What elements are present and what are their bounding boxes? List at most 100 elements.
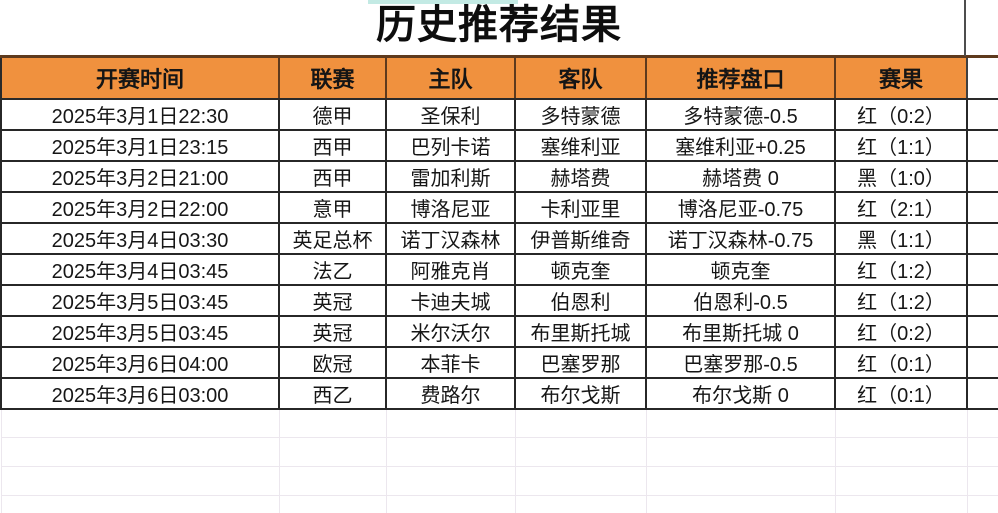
cell-extra xyxy=(966,128,998,162)
cell-away: 塞维利亚 xyxy=(514,128,647,162)
cell-handicap: 塞维利亚+0.25 xyxy=(645,128,836,162)
page-title: 历史推荐结果 xyxy=(376,3,622,47)
cell-away: 伊普斯维奇 xyxy=(514,221,647,255)
header-row: 开赛时间 联赛 主队 客队 推荐盘口 赛果 xyxy=(0,55,998,100)
cell-handicap: 布尔戈斯 0 xyxy=(645,376,836,410)
cell-handicap: 多特蒙德-0.5 xyxy=(645,97,836,131)
cell-home: 雷加利斯 xyxy=(385,159,516,193)
cell-result: 红（1:2） xyxy=(834,283,968,317)
table-row: 2025年3月2日22:00 意甲 博洛尼亚 卡利亚里 博洛尼亚-0.75 红（… xyxy=(0,190,998,224)
cell-home: 诺丁汉森林 xyxy=(385,221,516,255)
cell-extra xyxy=(966,283,998,317)
header-time: 开赛时间 xyxy=(0,55,279,100)
cell-time: 2025年3月2日21:00 xyxy=(0,159,280,193)
cell-away: 巴塞罗那 xyxy=(514,345,647,379)
cell-league: 德甲 xyxy=(278,97,387,131)
cell-result: 红（0:1） xyxy=(834,376,968,410)
cell-time: 2025年3月4日03:45 xyxy=(0,252,280,286)
cell-away: 布里斯托城 xyxy=(514,314,647,348)
cell-result: 黑（1:0） xyxy=(834,159,968,193)
empty-grid-rows xyxy=(0,408,998,513)
header-result: 赛果 xyxy=(834,55,967,100)
table-body: 2025年3月1日22:30 德甲 圣保利 多特蒙德 多特蒙德-0.5 红（0:… xyxy=(0,97,998,410)
cell-away: 布尔戈斯 xyxy=(514,376,647,410)
cell-home: 费路尔 xyxy=(385,376,516,410)
cell-league: 西乙 xyxy=(278,376,387,410)
cell-handicap: 顿克奎 xyxy=(645,252,836,286)
cell-result: 红（1:1） xyxy=(834,128,968,162)
title-column-divider xyxy=(964,0,966,56)
cell-extra xyxy=(966,314,998,348)
cell-handicap: 赫塔费 0 xyxy=(645,159,836,193)
cell-home: 米尔沃尔 xyxy=(385,314,516,348)
cell-time: 2025年3月5日03:45 xyxy=(0,283,280,317)
cell-home: 阿雅克肖 xyxy=(385,252,516,286)
cell-extra xyxy=(966,190,998,224)
teal-highlight-strip xyxy=(368,0,518,4)
table-row: 2025年3月6日03:00 西乙 费路尔 布尔戈斯 布尔戈斯 0 红（0:1） xyxy=(0,376,998,410)
cell-league: 英冠 xyxy=(278,283,387,317)
header-away: 客队 xyxy=(514,55,646,100)
header-league: 联赛 xyxy=(278,55,386,100)
title-row: 历史推荐结果 xyxy=(0,0,998,55)
cell-extra xyxy=(966,221,998,255)
cell-time: 2025年3月6日04:00 xyxy=(0,345,280,379)
cell-league: 意甲 xyxy=(278,190,387,224)
table-row: 2025年3月5日03:45 英冠 卡迪夫城 伯恩利 伯恩利-0.5 红（1:2… xyxy=(0,283,998,317)
cell-extra xyxy=(966,252,998,286)
header-handicap: 推荐盘口 xyxy=(645,55,835,100)
table-row: 2025年3月6日04:00 欧冠 本菲卡 巴塞罗那 巴塞罗那-0.5 红（0:… xyxy=(0,345,998,379)
cell-result: 红（2:1） xyxy=(834,190,968,224)
header-extra-cell xyxy=(966,55,998,100)
cell-time: 2025年3月5日03:45 xyxy=(0,314,280,348)
empty-row xyxy=(0,437,998,467)
cell-handicap: 布里斯托城 0 xyxy=(645,314,836,348)
cell-league: 西甲 xyxy=(278,128,387,162)
table-row: 2025年3月4日03:45 法乙 阿雅克肖 顿克奎 顿克奎 红（1:2） xyxy=(0,252,998,286)
cell-away: 多特蒙德 xyxy=(514,97,647,131)
cell-result: 黑（1:1） xyxy=(834,221,968,255)
table-row: 2025年3月1日22:30 德甲 圣保利 多特蒙德 多特蒙德-0.5 红（0:… xyxy=(0,97,998,131)
cell-home: 卡迪夫城 xyxy=(385,283,516,317)
cell-away: 顿克奎 xyxy=(514,252,647,286)
table-row: 2025年3月2日21:00 西甲 雷加利斯 赫塔费 赫塔费 0 黑（1:0） xyxy=(0,159,998,193)
cell-time: 2025年3月2日22:00 xyxy=(0,190,280,224)
cell-away: 伯恩利 xyxy=(514,283,647,317)
table-row: 2025年3月1日23:15 西甲 巴列卡诺 塞维利亚 塞维利亚+0.25 红（… xyxy=(0,128,998,162)
cell-league: 欧冠 xyxy=(278,345,387,379)
cell-extra xyxy=(966,376,998,410)
cell-home: 巴列卡诺 xyxy=(385,128,516,162)
cell-home: 本菲卡 xyxy=(385,345,516,379)
empty-row xyxy=(0,495,998,513)
cell-result: 红（1:2） xyxy=(834,252,968,286)
cell-extra xyxy=(966,159,998,193)
cell-handicap: 巴塞罗那-0.5 xyxy=(645,345,836,379)
cell-time: 2025年3月1日23:15 xyxy=(0,128,280,162)
cell-league: 西甲 xyxy=(278,159,387,193)
cell-handicap: 博洛尼亚-0.75 xyxy=(645,190,836,224)
cell-time: 2025年3月4日03:30 xyxy=(0,221,280,255)
cell-league: 英足总杯 xyxy=(278,221,387,255)
table-row: 2025年3月5日03:45 英冠 米尔沃尔 布里斯托城 布里斯托城 0 红（0… xyxy=(0,314,998,348)
cell-result: 红（0:2） xyxy=(834,97,968,131)
cell-league: 法乙 xyxy=(278,252,387,286)
cell-time: 2025年3月1日22:30 xyxy=(0,97,280,131)
results-table: 开赛时间 联赛 主队 客队 推荐盘口 赛果 2025年3月1日22:30 德甲 … xyxy=(0,55,998,513)
cell-away: 卡利亚里 xyxy=(514,190,647,224)
cell-home: 博洛尼亚 xyxy=(385,190,516,224)
cell-result: 红（0:2） xyxy=(834,314,968,348)
cell-result: 红（0:1） xyxy=(834,345,968,379)
cell-handicap: 伯恩利-0.5 xyxy=(645,283,836,317)
empty-row xyxy=(0,466,998,496)
cell-extra xyxy=(966,345,998,379)
cell-league: 英冠 xyxy=(278,314,387,348)
cell-time: 2025年3月6日03:00 xyxy=(0,376,280,410)
cell-home: 圣保利 xyxy=(385,97,516,131)
cell-handicap: 诺丁汉森林-0.75 xyxy=(645,221,836,255)
header-home: 主队 xyxy=(385,55,515,100)
cell-away: 赫塔费 xyxy=(514,159,647,193)
table-row: 2025年3月4日03:30 英足总杯 诺丁汉森林 伊普斯维奇 诺丁汉森林-0.… xyxy=(0,221,998,255)
empty-row xyxy=(0,408,998,438)
cell-extra xyxy=(966,97,998,131)
